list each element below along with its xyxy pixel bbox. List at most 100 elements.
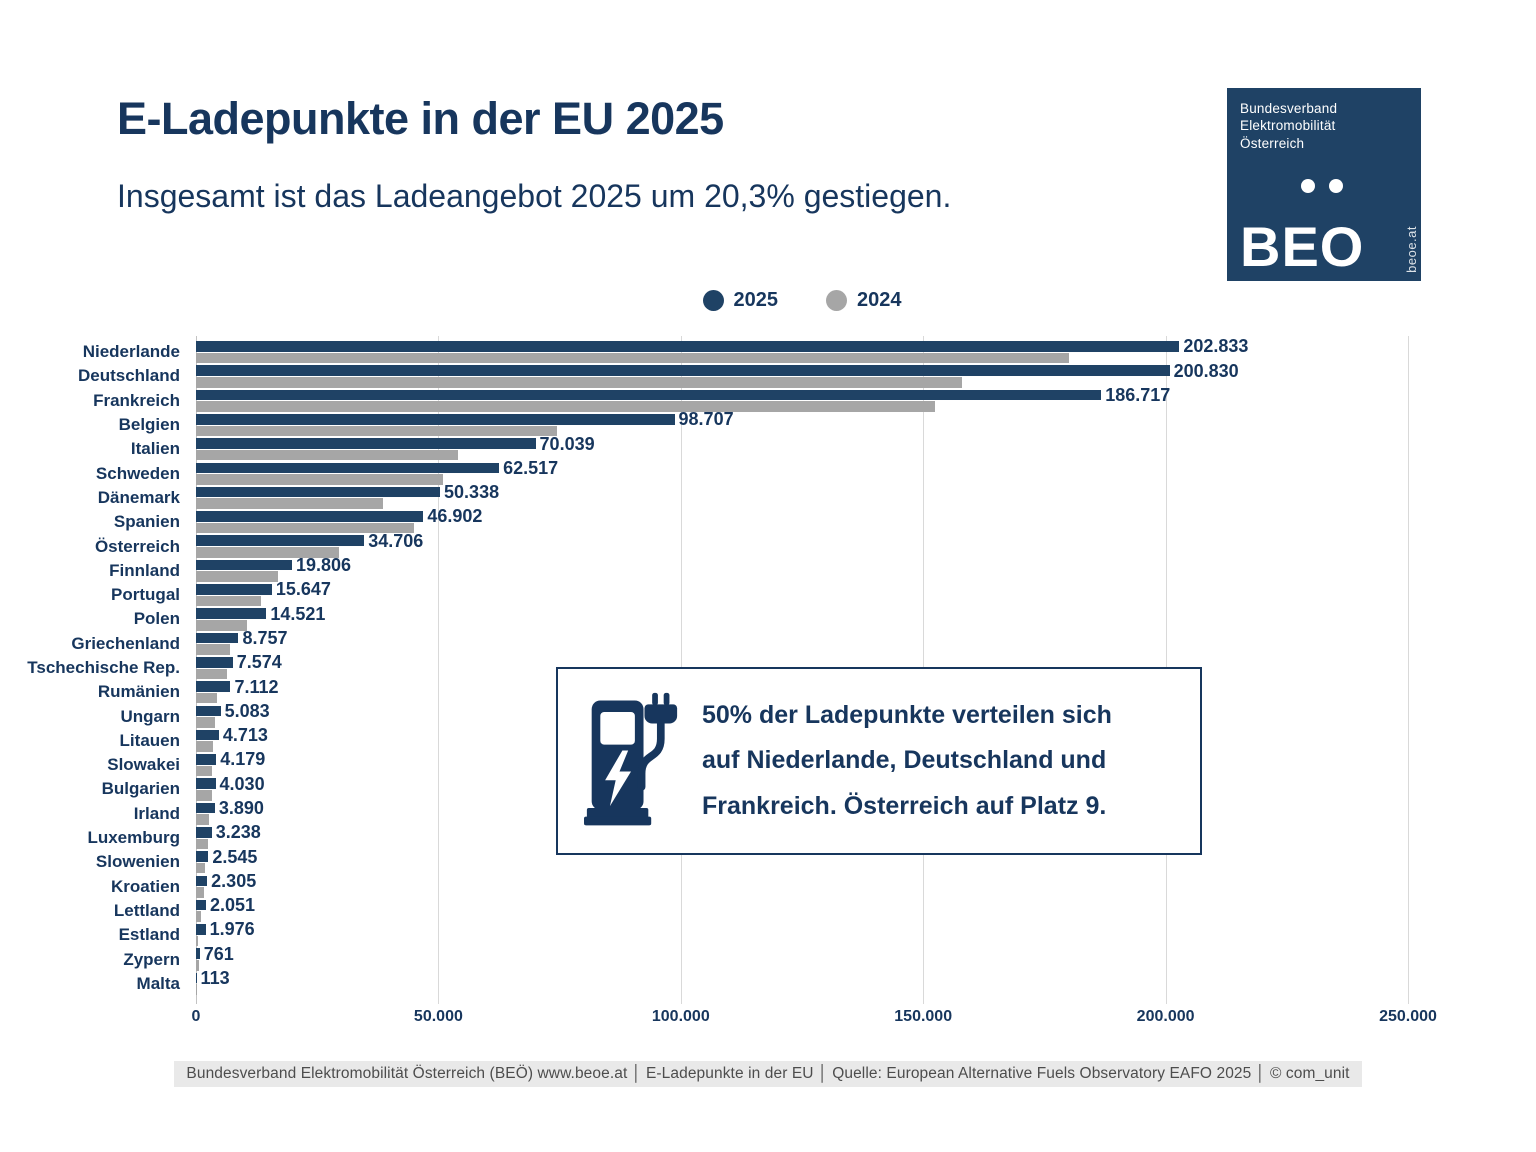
logo-umlaut-dot xyxy=(1329,179,1343,193)
chart-legend: 2025 2024 xyxy=(0,289,1536,312)
category-label: Finnland xyxy=(109,560,180,580)
chart-row-italien: Italien 70.039 xyxy=(0,435,1536,461)
bar-2025: 2.545 xyxy=(196,848,257,866)
bar-2024 xyxy=(196,838,209,850)
category-label: Estland xyxy=(118,925,180,945)
bar-2025: 5.083 xyxy=(196,702,270,720)
value-label: 98.707 xyxy=(678,409,734,430)
category-label: Slowenien xyxy=(95,852,180,872)
callout-line: auf Niederlande, Deutschland und xyxy=(702,746,1107,775)
bar-group: 4.713 xyxy=(196,725,1408,753)
bar-2025: 14.521 xyxy=(196,605,325,623)
bar-2024 xyxy=(196,765,212,777)
chart-row-slowenien: Slowenien 2.545 xyxy=(0,848,1536,874)
legend-item-2025: 2025 xyxy=(702,289,778,312)
chart-row-spanien: Spanien 46.902 xyxy=(0,507,1536,534)
value-label: 19.806 xyxy=(296,555,352,576)
bar-2025: 7.112 xyxy=(196,678,279,696)
bar-2025: 4.030 xyxy=(196,775,265,793)
category-label: Slowakei xyxy=(107,755,180,775)
legend-swatch-2024 xyxy=(826,290,847,311)
chart-row-niederlande: Niederlande 202.833 xyxy=(0,337,1536,364)
value-label: 15.647 xyxy=(275,579,331,600)
ev-charging-station-icon xyxy=(584,692,678,826)
value-label: 2.545 xyxy=(212,846,258,867)
x-tick-label: 150.000 xyxy=(894,1008,953,1025)
beo-logo: Bundesverband Elektromobilität Österreic… xyxy=(1227,88,1421,281)
value-label: 62.517 xyxy=(503,457,559,478)
bar-2025: 34.706 xyxy=(196,532,423,550)
x-axis: 0 50.000 100.000 150.000 200.000 250.000 xyxy=(192,1008,1437,1032)
value-label: 7.112 xyxy=(234,676,279,697)
bar-group: 8.757 xyxy=(196,629,1408,656)
bar-2025: 98.707 xyxy=(196,410,734,428)
bar-2025: 2.305 xyxy=(196,872,256,890)
callout-line: 50% der Ladepunkte verteilen sich xyxy=(702,700,1112,729)
bar-group: 4.030 xyxy=(196,775,1408,801)
bar-group: 2.051 xyxy=(196,896,1408,923)
chart-row-kroatien: Kroatien 2.305 xyxy=(0,872,1536,899)
bar-2025: 2.051 xyxy=(196,896,255,914)
footer: Bundesverband Elektromobilität Österreic… xyxy=(0,1061,1536,1087)
bar-2024 xyxy=(196,935,199,947)
chart-row-lettland: Lettland 2.051 xyxy=(0,896,1536,923)
bar-2024 xyxy=(196,887,205,898)
gridline xyxy=(1408,336,1409,1004)
bar-group: 3.890 xyxy=(196,799,1408,826)
bar-group: 5.083 xyxy=(196,702,1408,728)
value-label: 3.238 xyxy=(215,822,261,843)
bar-2024 xyxy=(196,668,228,680)
logo-website: beoe.at xyxy=(1404,226,1419,273)
bar-group: 19.806 xyxy=(196,556,1408,583)
bar-2024 xyxy=(196,789,213,801)
value-label: 113 xyxy=(200,968,230,989)
bar-group: 15.647 xyxy=(196,580,1408,607)
logo-org-line: Bundesverband xyxy=(1240,101,1338,116)
category-label: Irland xyxy=(133,803,180,823)
bar-2024 xyxy=(196,352,1069,364)
category-label: Portugal xyxy=(111,585,180,605)
category-label: Griechenland xyxy=(71,633,180,653)
bar-2024 xyxy=(196,571,279,582)
chart-row-deutschland: Deutschland 200.830 xyxy=(0,362,1536,388)
value-label: 14.521 xyxy=(270,603,326,624)
bar-2025: 15.647 xyxy=(196,580,331,598)
bar-2025: 8.757 xyxy=(196,629,288,647)
logo-org-name: Bundesverband Elektromobilität Österreic… xyxy=(1240,100,1337,152)
chart-row-estland: Estland 1.976 xyxy=(0,920,1536,947)
category-label: Dänemark xyxy=(97,487,180,507)
bar-2024 xyxy=(196,474,444,485)
category-label: Belgien xyxy=(118,415,180,435)
bar-2025: 3.890 xyxy=(196,799,264,817)
x-tick-label: 200.000 xyxy=(1136,1008,1195,1025)
gridline xyxy=(438,336,440,1004)
callout-line: Frankreich. Österreich auf Platz 9. xyxy=(702,791,1107,820)
category-label: Rumänien xyxy=(97,682,180,702)
bar-2024 xyxy=(196,376,962,388)
bar-2024 xyxy=(196,425,558,437)
bar-group: 50.338 xyxy=(196,482,1408,510)
chart-row-frankreich: Frankreich 186.717 xyxy=(0,386,1536,413)
category-label: Niederlande xyxy=(82,342,180,362)
logo-acronym: BEO xyxy=(1240,215,1365,278)
chart-row-litauen: Litauen 4.713 xyxy=(0,725,1536,753)
chart-row-d-nemark: Dänemark 50.338 xyxy=(0,482,1536,510)
bar-group: 4.179 xyxy=(196,750,1408,777)
chart-row-bulgarien: Bulgarien 4.030 xyxy=(0,775,1536,801)
bar-2024 xyxy=(196,960,199,971)
chart-row-slowakei: Slowakei 4.179 xyxy=(0,750,1536,777)
value-label: 4.713 xyxy=(222,725,268,746)
category-label: Italien xyxy=(130,439,180,459)
value-label: 3.890 xyxy=(218,797,264,818)
bar-2025: 761 xyxy=(196,945,234,963)
value-label: 34.706 xyxy=(368,530,424,551)
bar-2025: 19.806 xyxy=(196,556,351,574)
category-label: Lettland xyxy=(113,900,180,920)
category-label: Spanien xyxy=(113,512,180,532)
chart-row-irland: Irland 3.890 xyxy=(0,799,1536,826)
bar-2024 xyxy=(196,717,215,728)
value-label: 50.338 xyxy=(444,482,500,503)
callout-box: 50% der Ladepunkte verteilen sich auf Ni… xyxy=(556,667,1202,855)
x-tick-label: 50.000 xyxy=(413,1008,463,1025)
chart-row-schweden: Schweden 62.517 xyxy=(0,457,1536,485)
